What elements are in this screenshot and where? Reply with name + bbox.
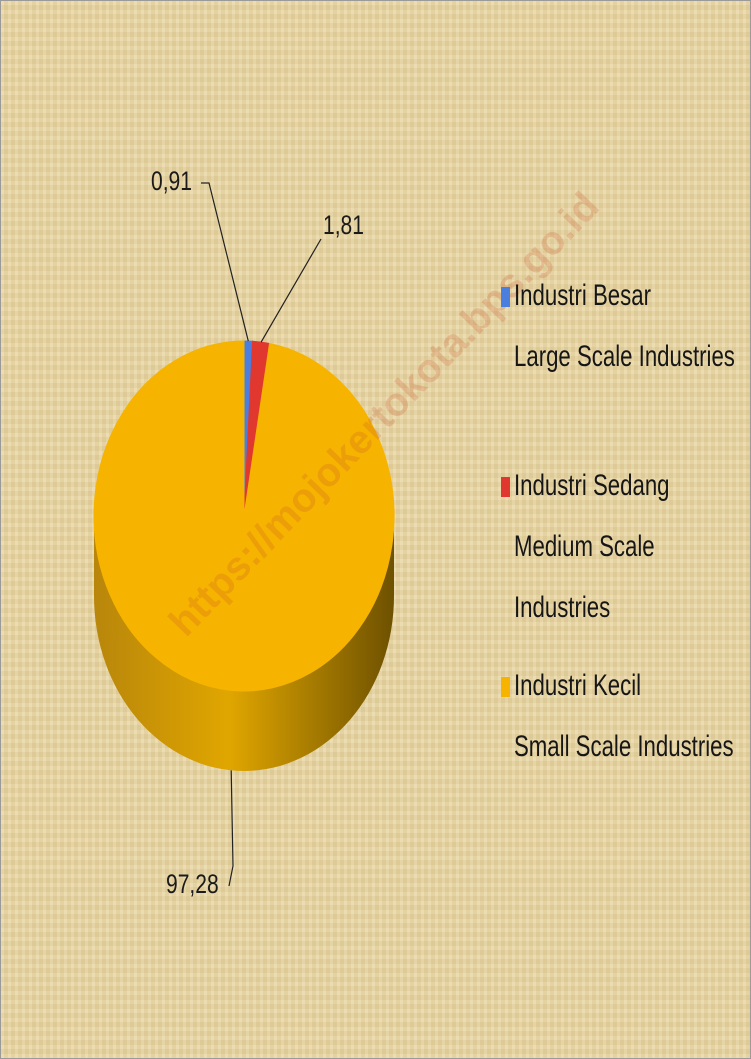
legend-swatch [501,477,510,497]
legend-label: Industri Sedang Medium Scale Industries [514,469,670,624]
data-label: 97,28 [166,870,219,900]
data-label: 0,91 [151,167,192,197]
legend-item: Industri Kecil Small Scale Industries [501,669,751,777]
leader-line [260,238,322,343]
legend-swatch [501,287,510,307]
legend-item: Industri Besar Large Scale Industries [501,279,751,387]
leader-line [228,770,234,887]
legend-item: Industri Sedang Medium Scale Industries [501,469,751,638]
pie-slice [93,340,395,692]
legend-label: Industri Besar Large Scale Industries [514,279,735,373]
data-label: 1,81 [323,211,364,241]
pie-side [94,516,394,771]
leader-line [201,182,249,342]
legend-swatch [501,677,510,697]
legend-label: Industri Kecil Small Scale Industries [514,669,734,763]
